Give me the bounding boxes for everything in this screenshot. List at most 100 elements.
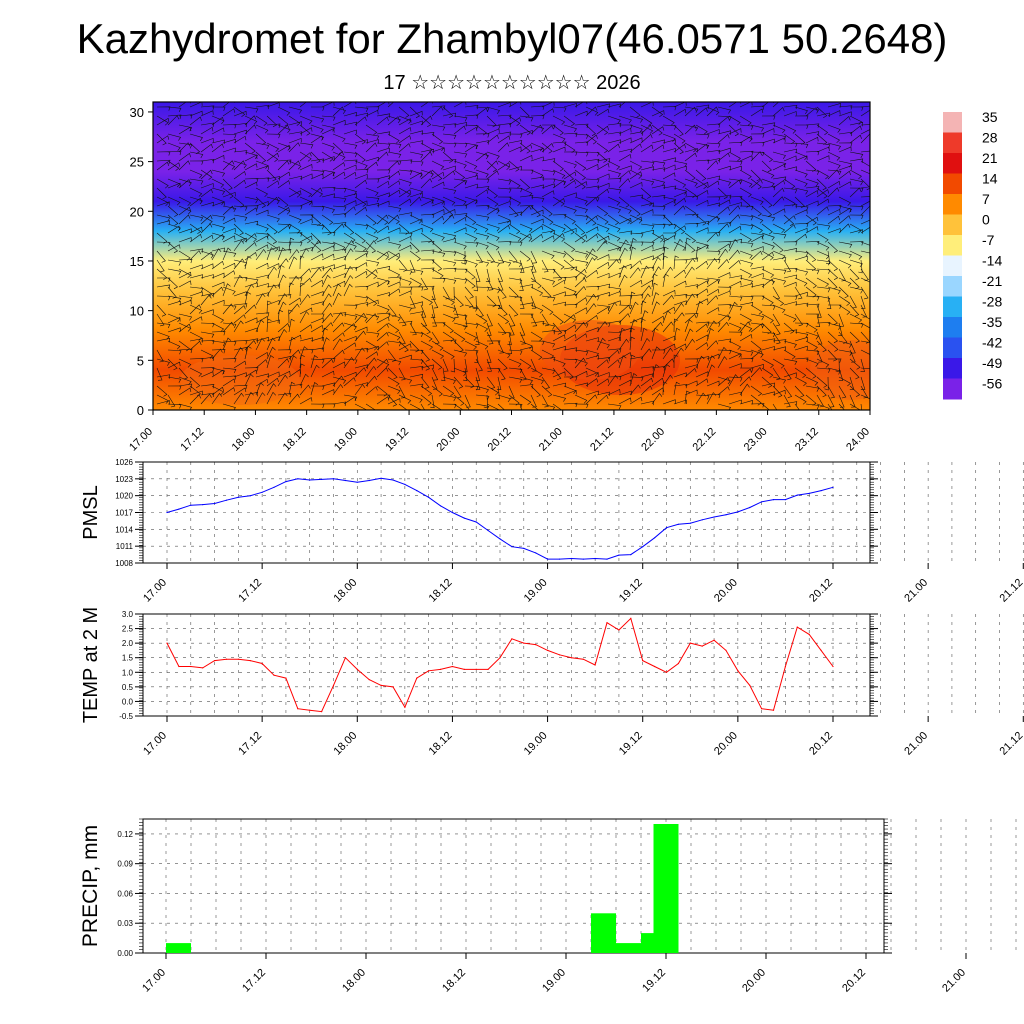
wind-barb	[772, 268, 787, 275]
wind-barb	[464, 124, 479, 130]
wind-barb	[585, 196, 600, 202]
wind-barb	[541, 214, 554, 225]
wind-barb	[321, 231, 336, 237]
wind-barb	[739, 124, 754, 130]
wind-barb	[463, 313, 468, 328]
wind-barb	[838, 277, 852, 287]
wind-barb	[156, 358, 170, 366]
wind-barb	[750, 124, 765, 132]
wind-barb	[838, 142, 853, 147]
wind-barb	[167, 300, 181, 306]
temp-point	[737, 670, 739, 672]
wind-barb	[772, 163, 786, 171]
wind-barb	[200, 201, 214, 207]
wind-barb	[574, 370, 588, 378]
wind-barb	[794, 336, 808, 342]
wind-barb	[266, 180, 280, 189]
wind-barb	[739, 368, 752, 378]
wind-barb	[189, 304, 202, 315]
wind-barb	[739, 115, 752, 126]
precip-y-tick-label: 0.09	[117, 860, 133, 869]
wind-barb	[640, 255, 654, 261]
wind-barb	[849, 151, 864, 159]
wind-barb	[398, 135, 412, 144]
wind-barb	[332, 196, 347, 203]
wind-barb	[387, 281, 401, 288]
pmsl-point	[511, 546, 513, 548]
precip-y-tick-label: 0.12	[117, 830, 133, 839]
wind-barb	[332, 205, 347, 211]
temp-point	[416, 677, 418, 679]
wind-barb	[222, 367, 237, 374]
wind-barb	[519, 115, 534, 122]
pmsl-point	[689, 522, 691, 524]
wind-barb	[299, 173, 313, 180]
wind-barb	[442, 209, 456, 216]
wind-barb	[717, 377, 730, 387]
wind-barb	[827, 169, 840, 180]
wind-barb	[695, 392, 706, 405]
wind-barb	[255, 378, 269, 387]
temp-y-tick-label: 1.0	[122, 668, 134, 677]
colorbar-label: -28	[982, 294, 1002, 310]
wind-barb	[849, 178, 864, 186]
wind-barb	[772, 403, 778, 410]
colorbar-swatch	[943, 276, 962, 297]
temp-frame	[142, 613, 871, 717]
wind-barb	[497, 295, 503, 309]
wind-barb	[266, 383, 277, 396]
wind-barb	[827, 322, 842, 330]
wind-barb	[530, 142, 544, 152]
wind-barb	[541, 250, 555, 259]
wind-barb	[420, 295, 433, 306]
wind-barb	[442, 123, 457, 128]
wind-barb	[299, 246, 313, 252]
wind-barb	[255, 196, 267, 208]
wind-barb	[794, 255, 808, 261]
wind-barb	[266, 123, 281, 128]
wind-barb	[387, 214, 400, 225]
temp-point	[594, 664, 596, 666]
wind-barb	[310, 232, 321, 245]
wind-barb	[222, 133, 237, 139]
wind-barb	[728, 301, 738, 315]
wind-barb	[497, 178, 512, 185]
wind-barb	[508, 295, 523, 302]
wind-barb	[860, 169, 870, 175]
wind-barb	[706, 158, 721, 163]
wind-barb	[310, 364, 320, 378]
temp-point	[368, 679, 370, 681]
wind-barb	[816, 403, 830, 410]
wind-barb	[772, 151, 786, 159]
wind-barb	[541, 158, 556, 163]
wind-barb	[442, 142, 457, 148]
wind-barb	[321, 327, 328, 342]
wind-barb	[662, 290, 676, 297]
wind-barb	[387, 288, 401, 297]
wind-barb	[354, 262, 368, 270]
wind-barb	[541, 205, 553, 217]
wind-barb	[222, 378, 236, 387]
wind-barb	[343, 223, 355, 235]
wind-barb	[541, 230, 556, 235]
temp-point	[511, 638, 513, 640]
temp-x-tick-label: 18.00	[331, 730, 359, 758]
wind-barb	[431, 331, 440, 345]
wind-barb	[299, 127, 313, 135]
wind-barb	[607, 403, 622, 410]
wind-barb	[574, 133, 589, 139]
wind-barb	[596, 254, 610, 261]
wind-barb	[816, 198, 830, 207]
wind-barb	[211, 248, 222, 261]
heatmap-y-tick-label: 10	[130, 304, 144, 319]
wind-barb	[398, 169, 413, 176]
wind-barb	[233, 274, 243, 288]
wind-barb	[156, 338, 171, 343]
temp-point	[630, 617, 632, 620]
wind-barb	[332, 151, 346, 161]
wind-barb	[541, 102, 555, 108]
wind-barb	[453, 241, 467, 250]
wind-barb	[244, 373, 254, 387]
wind-barb	[816, 385, 827, 398]
wind-barb	[673, 187, 688, 195]
